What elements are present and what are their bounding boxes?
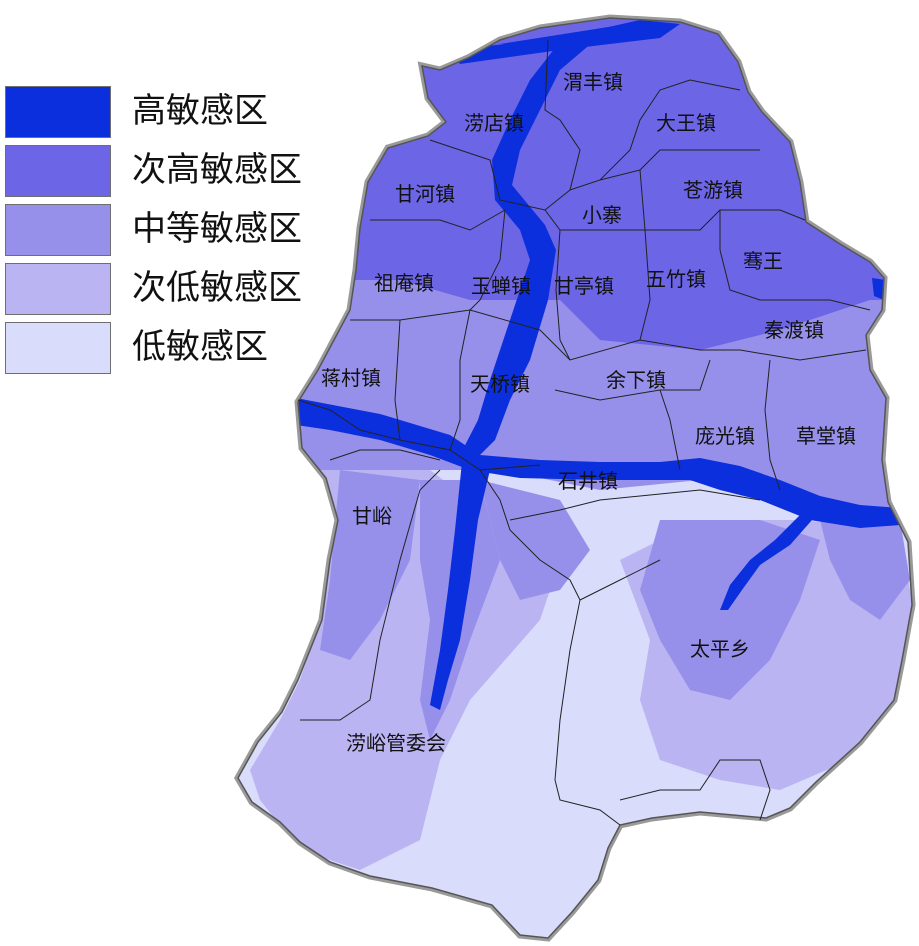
township-boundaries (297, 39, 871, 826)
town-label-jiangcun: 蒋村镇 (321, 366, 381, 390)
legend-label-sub-high: 次高敏感区 (132, 150, 302, 190)
town-label-weifeng: 渭丰镇 (563, 70, 623, 94)
town-label-cangyou: 苍游镇 (683, 178, 743, 202)
legend-item-sub-low: 次低敏感区 (4, 263, 334, 317)
legend-label-sub-low: 次低敏感区 (132, 268, 302, 308)
zone-high-river-top (450, 20, 680, 64)
town-label-yuxia: 余下镇 (606, 368, 666, 392)
zone-medium-south-ridge-3 (480, 480, 590, 600)
county-boundary (237, 17, 913, 939)
town-label-taiping: 太平乡 (690, 637, 750, 661)
town-label-ganhe: 甘河镇 (395, 182, 455, 206)
zone-medium-east-ridge (820, 520, 910, 620)
town-label-qindu: 秦渡镇 (764, 318, 824, 342)
town-label-yuchan: 玉蝉镇 (471, 274, 531, 298)
legend-swatch-sub-low (5, 263, 111, 315)
legend-label-low: 低敏感区 (132, 327, 268, 367)
zone-medium-southeast-ridge (640, 520, 820, 700)
legend-item-high: 高敏感区 (4, 86, 334, 140)
town-label-caotang: 草堂镇 (796, 424, 856, 448)
town-label-xiaozhai: 小寨 (582, 203, 622, 227)
legend-item-sub-high: 次高敏感区 (4, 145, 334, 199)
legend-swatch-low (5, 322, 111, 374)
town-label-zu-an: 祖庵镇 (374, 271, 434, 295)
legend-swatch-sub-high (5, 145, 111, 197)
legend-item-low: 低敏感区 (4, 322, 334, 376)
zone-medium-south-ridge-1 (320, 470, 420, 660)
town-label-laoyu: 涝峪管委会 (346, 731, 446, 755)
zone-high-river-south (430, 462, 490, 710)
town-label-ganting: 甘亭镇 (554, 274, 614, 298)
town-label-qianwang: 骞王 (743, 249, 783, 273)
town-label-wuzhu: 五竹镇 (646, 267, 706, 291)
town-label-tianqiao: 天桥镇 (470, 372, 530, 396)
town-label-pangguang: 庞光镇 (695, 424, 755, 448)
town-label-shijing: 石井镇 (558, 469, 618, 493)
legend-label-medium: 中等敏感区 (132, 209, 302, 249)
legend-swatch-high (5, 86, 111, 138)
town-label-laodian: 涝店镇 (464, 111, 524, 135)
legend-swatch-medium (5, 204, 111, 256)
legend-label-high: 高敏感区 (132, 91, 268, 131)
town-labels: 渭丰镇 涝店镇 大王镇 甘河镇 苍游镇 小寨 祖庵镇 玉蝉镇 甘亭镇 五竹镇 骞… (321, 70, 856, 755)
town-label-dawang: 大王镇 (656, 111, 716, 135)
town-label-ganyu: 甘峪 (352, 504, 392, 528)
zone-high-river-southeast (720, 515, 812, 610)
zone-high-river-belt (296, 398, 900, 528)
legend-item-medium: 中等敏感区 (4, 204, 334, 258)
zone-high-river-main (460, 22, 660, 455)
